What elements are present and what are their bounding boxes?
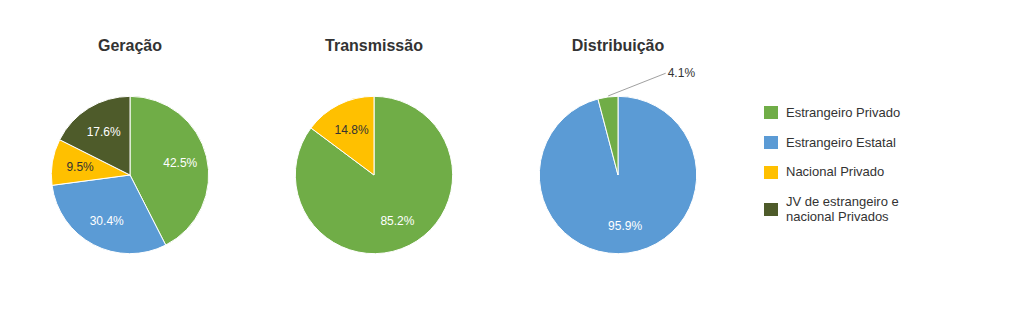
html-text:Geração: Geração (98, 37, 162, 54)
html-text:Estrangeiro Estatal: Estrangeiro Estatal (786, 134, 896, 150)
svg-text:4.1%: 4.1% (668, 66, 696, 80)
svg-text:95.9%: 95.9% (608, 219, 642, 233)
svg-text:9.5%: 9.5% (66, 160, 94, 174)
svg-text:85.2%: 85.2% (380, 214, 414, 228)
html-text:Distribuição: Distribuição (571, 37, 665, 54)
html-text:Transmissão: Transmissão (325, 37, 423, 54)
svg-text:14.8%: 14.8% (335, 123, 369, 137)
svg-text:42.5%: 42.5% (163, 156, 197, 170)
svg-text:30.4%: 30.4% (90, 214, 124, 228)
html-text:Estrangeiro Privado: Estrangeiro Privado (786, 105, 901, 120)
html-text:Nacional Privado: Nacional Privado (786, 164, 885, 180)
svg-text:17.6%: 17.6% (87, 125, 121, 139)
html-text:JV de estrangeiro e nacional P: JV de estrangeiro e nacional Privados (786, 193, 899, 225)
